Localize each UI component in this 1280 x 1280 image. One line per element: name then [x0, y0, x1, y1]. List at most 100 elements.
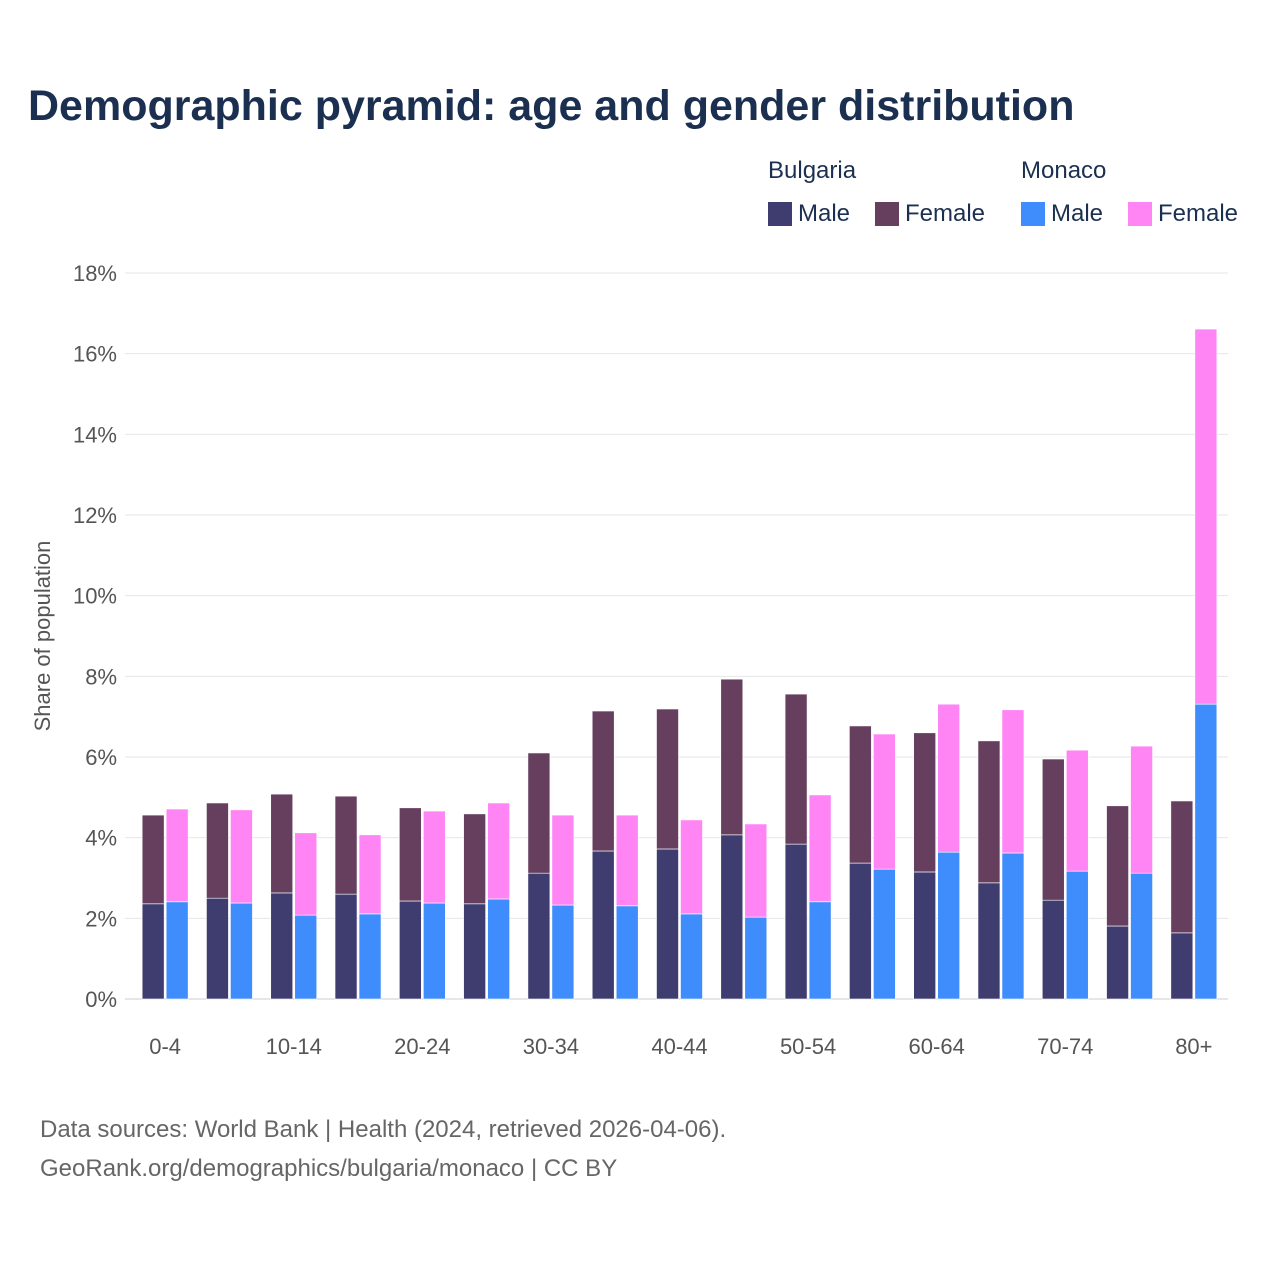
bar-monaco-male	[423, 902, 446, 1000]
chart-title: Demographic pyramid: age and gender dist…	[28, 82, 1075, 130]
legend-label: Male	[798, 200, 851, 227]
x-tick-label: 70-74	[1037, 1034, 1093, 1059]
bar-bulgaria-male	[527, 872, 551, 1000]
bar-bulgaria-male	[1170, 932, 1194, 1000]
bar-bulgaria-female	[399, 807, 422, 902]
bar-monaco-female	[551, 814, 575, 906]
bar-bulgaria-male	[206, 897, 229, 1000]
legend-monaco-male[interactable]: Male	[1021, 200, 1103, 228]
y-axis-label: Share of population	[30, 541, 55, 732]
bar-bulgaria-female	[1106, 805, 1129, 927]
x-tick-label: 80+	[1175, 1034, 1212, 1059]
y-tick-label: 16%	[73, 342, 117, 367]
legend-bulgaria-male[interactable]: Male	[768, 200, 850, 228]
y-tick-label: 12%	[73, 503, 117, 528]
legend-monaco-female[interactable]: Female	[1128, 200, 1238, 228]
bar-monaco-female	[937, 703, 960, 853]
plot-area: Share of population 0% 2% 4% 6% 8% 10% 12% 14% 1…	[30, 261, 1228, 1059]
bar-bulgaria-female	[527, 752, 551, 874]
bar-monaco-male	[358, 913, 382, 1000]
bar-bulgaria-male	[1041, 899, 1065, 1000]
legend-group-bulgaria: Bulgaria	[768, 157, 857, 184]
bar-bulgaria-female	[334, 795, 358, 895]
bar-monaco-female	[165, 808, 189, 903]
bar-bulgaria-male	[334, 893, 358, 1000]
bar-monaco-female	[1130, 745, 1153, 874]
bar-monaco-male	[615, 905, 639, 1000]
y-tick-label: 18%	[73, 261, 117, 286]
x-tick-label: 20-24	[394, 1034, 450, 1059]
legend-swatch	[1021, 202, 1045, 226]
bar-monaco-female	[294, 832, 318, 916]
bar-monaco-male	[937, 851, 960, 1000]
bar-monaco-male	[487, 898, 510, 1000]
legend-swatch	[1128, 202, 1152, 226]
bar-bulgaria-male	[849, 862, 872, 1000]
bar-monaco-female	[1065, 749, 1089, 872]
bar-monaco-female	[873, 733, 896, 870]
bar-monaco-male	[230, 902, 253, 1000]
bar-bulgaria-male	[720, 834, 744, 1000]
bar-bulgaria-male	[141, 903, 165, 1000]
bar-bulgaria-female	[720, 678, 744, 836]
bar-monaco-female	[1194, 328, 1218, 705]
bar-bulgaria-male	[270, 892, 294, 1000]
bar-monaco-female	[423, 810, 446, 904]
bar-monaco-male	[1065, 870, 1089, 1000]
source-line: Data sources: World Bank | Health (2024,…	[40, 1116, 727, 1143]
bar-bulgaria-female	[913, 732, 936, 873]
bar-bulgaria-female	[591, 710, 615, 852]
y-tick-label: 4%	[85, 826, 117, 851]
bar-bulgaria-male	[463, 903, 486, 1000]
x-tick-label: 50-54	[780, 1034, 836, 1059]
source-link[interactable]: GeoRank.org/demographics/bulgaria/monaco…	[40, 1155, 618, 1182]
bar-monaco-female	[744, 823, 768, 918]
x-tick-label: 30-34	[523, 1034, 579, 1059]
bar-monaco-male	[165, 901, 189, 1000]
legend-bulgaria-female[interactable]: Female	[875, 200, 985, 228]
bar-bulgaria-male	[913, 871, 936, 1000]
x-tick-label: 60-64	[909, 1034, 965, 1059]
bar-bulgaria-female	[849, 725, 872, 864]
bar-bulgaria-female	[977, 740, 1001, 884]
bar-monaco-male	[551, 904, 575, 1000]
bar-bulgaria-male	[784, 843, 808, 1000]
bar-bulgaria-male	[977, 882, 1001, 1000]
y-tick-label: 2%	[85, 906, 117, 931]
bar-bulgaria-female	[656, 708, 679, 850]
bar-monaco-female	[615, 814, 639, 907]
x-tick-label: 0-4	[149, 1034, 181, 1059]
x-tick-label: 40-44	[651, 1034, 707, 1059]
legend-label: Male	[1051, 200, 1104, 227]
bar-monaco-female	[808, 794, 832, 903]
x-tick-label: 10-14	[266, 1034, 322, 1059]
bar-bulgaria-male	[591, 850, 615, 1000]
y-tick-label: 0%	[85, 987, 117, 1012]
bar-bulgaria-male	[656, 848, 679, 1000]
bar-monaco-female	[680, 819, 703, 915]
bar-monaco-male	[808, 901, 832, 1000]
bar-bulgaria-female	[1170, 800, 1194, 934]
bar-monaco-male	[1194, 703, 1218, 1000]
bar-monaco-female	[230, 809, 253, 904]
bar-bulgaria-female	[463, 813, 486, 905]
y-tick-label: 10%	[73, 584, 117, 609]
bar-monaco-male	[873, 868, 896, 1000]
bar-bulgaria-female	[784, 693, 808, 845]
bar-bulgaria-female	[141, 814, 165, 905]
bar-monaco-female	[1001, 709, 1025, 854]
bar-monaco-male	[1130, 872, 1153, 1000]
bar-monaco-male	[680, 913, 703, 1000]
legend-swatch	[875, 202, 899, 226]
legend-label: Female	[1158, 200, 1239, 227]
legend-group-monaco: Monaco	[1021, 157, 1107, 184]
legend-label: Female	[905, 200, 986, 227]
y-tick-label: 8%	[85, 664, 117, 689]
bar-bulgaria-male	[399, 900, 422, 1000]
bar-bulgaria-female	[270, 793, 294, 894]
bar-monaco-male	[294, 914, 318, 1000]
bar-monaco-male	[744, 916, 768, 1000]
bar-monaco-female	[487, 802, 510, 900]
bar-bulgaria-female	[1041, 758, 1065, 901]
